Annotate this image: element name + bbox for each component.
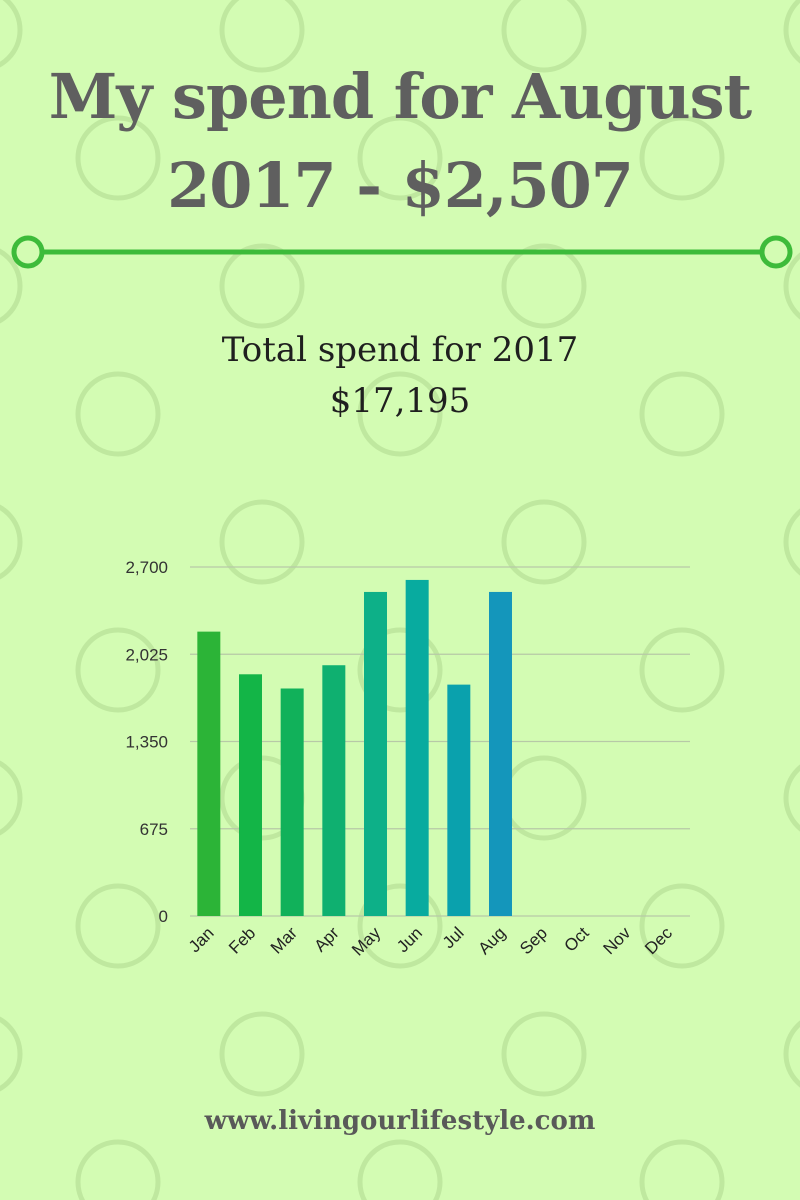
- bar-apr: [322, 665, 346, 916]
- background-circle: [75, 1139, 161, 1200]
- x-tick-label: Dec: [641, 923, 676, 958]
- total-spend-value: $17,195: [329, 381, 471, 421]
- monthly-spend-bar-chart: 0 675 1,350 2,025 2,700 Jan Feb Mar Apr May Jun Jul…: [125, 558, 690, 960]
- x-tick-label: Feb: [225, 923, 259, 957]
- x-tick-label: Nov: [600, 923, 635, 958]
- background-circle: [783, 508, 800, 576]
- x-tick-label: Mar: [267, 923, 301, 957]
- x-tick-label: Jun: [393, 923, 426, 956]
- x-tick-label: Apr: [311, 923, 343, 955]
- background-circle: [0, 1016, 23, 1092]
- x-tick-label: Jul: [439, 923, 468, 952]
- y-tick-label: 0: [159, 907, 168, 926]
- y-tick-label: 2,025: [125, 645, 168, 664]
- background-circle: [501, 1011, 587, 1097]
- bar-aug: [489, 591, 512, 916]
- bar-mar: [280, 688, 304, 916]
- background-circle: [219, 1011, 305, 1097]
- background-circle: [783, 1020, 800, 1088]
- x-tick-label: Sep: [516, 923, 551, 958]
- total-spend-label: Total spend for 2017: [221, 330, 579, 370]
- page-title-line-2: 2017 - $2,507: [167, 149, 634, 222]
- page-title-line-1: My spend for August: [48, 60, 752, 133]
- divider-left-end-icon: [11, 235, 45, 269]
- background-circle: [783, 764, 800, 832]
- background-circle: [357, 1139, 443, 1200]
- background-circle: [0, 0, 23, 68]
- x-tick-label: Jan: [185, 923, 218, 956]
- bar-jul: [447, 684, 471, 916]
- bar-jun: [405, 579, 429, 916]
- background-circle: [0, 760, 23, 836]
- x-tick-label: Aug: [475, 923, 510, 958]
- y-tick-label: 1,350: [125, 733, 168, 752]
- title-divider: [11, 235, 793, 269]
- bar-jan: [197, 631, 221, 916]
- bar-feb: [239, 674, 262, 916]
- y-tick-label: 2,700: [125, 558, 168, 577]
- divider-right-end-icon: [759, 235, 793, 269]
- background-circle: [639, 1139, 725, 1200]
- background-circle: [0, 504, 23, 580]
- website-url: www.livingourlifestyle.com: [204, 1106, 596, 1136]
- x-tick-label: Oct: [561, 923, 593, 955]
- x-tick-label: May: [348, 923, 384, 959]
- background-circle: [783, 0, 800, 64]
- bar-may: [364, 591, 387, 916]
- y-tick-label: 675: [140, 820, 168, 839]
